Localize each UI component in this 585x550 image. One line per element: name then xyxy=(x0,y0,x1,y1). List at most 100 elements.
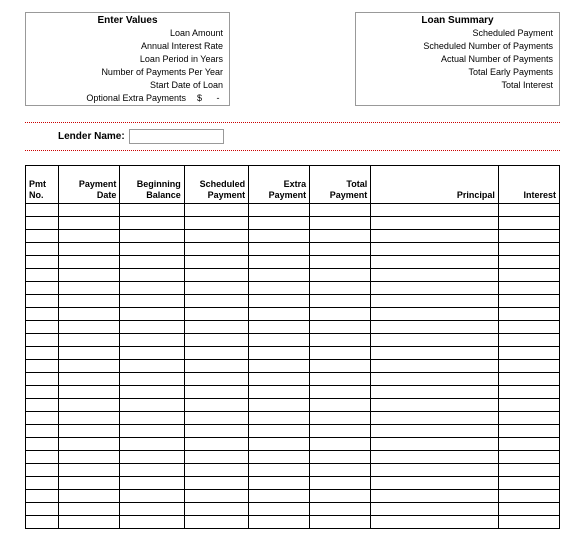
table-cell xyxy=(184,438,248,451)
table-cell xyxy=(26,477,59,490)
table-cell xyxy=(498,347,559,360)
table-cell xyxy=(310,308,371,321)
table-cell xyxy=(371,334,499,347)
table-cell xyxy=(498,412,559,425)
table-cell xyxy=(249,386,310,399)
table-cell xyxy=(59,230,120,243)
table-cell xyxy=(26,217,59,230)
table-cell xyxy=(120,308,184,321)
table-cell xyxy=(498,360,559,373)
table-row xyxy=(26,399,560,412)
table-cell xyxy=(310,321,371,334)
table-cell xyxy=(498,217,559,230)
table-cell xyxy=(498,295,559,308)
table-cell xyxy=(310,412,371,425)
ev-extra-label: Optional Extra Payments xyxy=(86,93,186,103)
table-cell xyxy=(120,217,184,230)
table-cell xyxy=(184,490,248,503)
ls-line-2: Actual Number of Payments xyxy=(356,53,559,66)
table-cell xyxy=(249,360,310,373)
table-cell xyxy=(371,269,499,282)
ev-line-0: Loan Amount xyxy=(26,27,229,40)
table-cell xyxy=(120,477,184,490)
table-row xyxy=(26,360,560,373)
table-cell xyxy=(26,347,59,360)
amortization-table: PmtNo.PaymentDateBeginningBalanceSchedul… xyxy=(25,165,560,529)
table-cell xyxy=(310,477,371,490)
divider-wrap xyxy=(25,150,560,151)
table-cell xyxy=(184,347,248,360)
table-row xyxy=(26,295,560,308)
table-cell xyxy=(249,438,310,451)
table-cell xyxy=(26,373,59,386)
ev-line-1: Annual Interest Rate xyxy=(26,40,229,53)
table-cell xyxy=(26,321,59,334)
table-cell xyxy=(498,503,559,516)
table-cell xyxy=(59,217,120,230)
ev-extra-value: - xyxy=(213,92,223,104)
table-cell xyxy=(120,503,184,516)
table-cell xyxy=(26,399,59,412)
table-cell xyxy=(498,399,559,412)
table-row xyxy=(26,477,560,490)
table-cell xyxy=(59,477,120,490)
table-cell xyxy=(498,516,559,529)
table-cell xyxy=(26,256,59,269)
table-cell xyxy=(59,516,120,529)
table-cell xyxy=(59,399,120,412)
table-cell xyxy=(184,321,248,334)
table-cell xyxy=(59,425,120,438)
table-cell xyxy=(184,477,248,490)
table-cell xyxy=(59,464,120,477)
table-cell xyxy=(498,256,559,269)
table-cell xyxy=(26,386,59,399)
table-cell xyxy=(59,373,120,386)
table-cell xyxy=(498,243,559,256)
table-cell xyxy=(249,347,310,360)
table-cell xyxy=(310,399,371,412)
loan-summary-title: Loan Summary xyxy=(356,13,559,27)
table-cell xyxy=(120,451,184,464)
table-cell xyxy=(498,425,559,438)
ev-line-4: Start Date of Loan xyxy=(26,79,229,92)
table-cell xyxy=(249,243,310,256)
table-cell xyxy=(184,308,248,321)
table-cell xyxy=(249,490,310,503)
table-cell xyxy=(310,425,371,438)
table-cell xyxy=(498,490,559,503)
col-header-6: Principal xyxy=(371,166,499,204)
table-cell xyxy=(184,295,248,308)
col-header-1: PaymentDate xyxy=(59,166,120,204)
table-cell xyxy=(249,477,310,490)
ev-extra-currency: $ xyxy=(193,92,205,104)
table-cell xyxy=(120,347,184,360)
table-cell xyxy=(59,503,120,516)
table-cell xyxy=(249,308,310,321)
table-cell xyxy=(249,464,310,477)
table-cell xyxy=(184,282,248,295)
table-cell xyxy=(310,373,371,386)
loan-summary-box: Loan Summary Scheduled Payment Scheduled… xyxy=(355,12,560,106)
table-cell xyxy=(59,490,120,503)
table-cell xyxy=(59,386,120,399)
table-cell xyxy=(26,230,59,243)
table-cell xyxy=(371,386,499,399)
table-cell xyxy=(120,516,184,529)
table-cell xyxy=(498,230,559,243)
table-cell xyxy=(26,243,59,256)
table-cell xyxy=(371,295,499,308)
table-cell xyxy=(59,334,120,347)
table-cell xyxy=(371,243,499,256)
table-cell xyxy=(184,425,248,438)
lender-name-input[interactable] xyxy=(129,129,224,144)
table-cell xyxy=(249,282,310,295)
table-cell xyxy=(120,204,184,217)
table-cell xyxy=(371,230,499,243)
table-cell xyxy=(59,451,120,464)
table-cell xyxy=(498,282,559,295)
table-cell xyxy=(120,412,184,425)
table-cell xyxy=(120,386,184,399)
table-cell xyxy=(184,516,248,529)
table-cell xyxy=(498,477,559,490)
table-cell xyxy=(498,438,559,451)
